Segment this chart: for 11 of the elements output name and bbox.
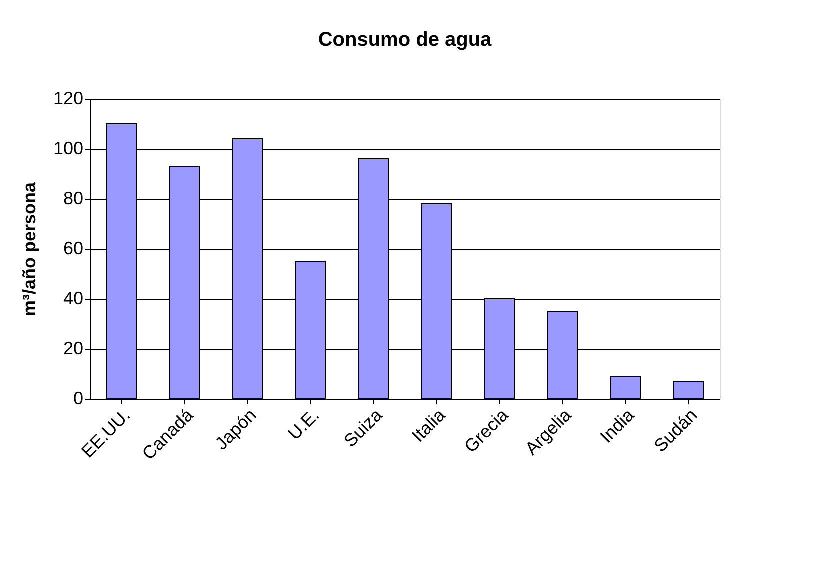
y-tick-label: 40 [63,288,84,308]
y-tick-label: 120 [53,88,84,108]
y-tick-label: 100 [53,138,84,158]
chart-title: Consumo de agua [318,29,493,51]
x-tick-label: U.E. [284,405,324,444]
x-tick-label: Italia [408,404,450,446]
y-tick-label: 0 [73,388,84,408]
y-tick-label: 20 [63,338,84,358]
y-tick-label: 60 [63,238,84,258]
y-tick-label: 80 [63,188,84,208]
y-axis-title: m³/año persona [19,182,40,317]
